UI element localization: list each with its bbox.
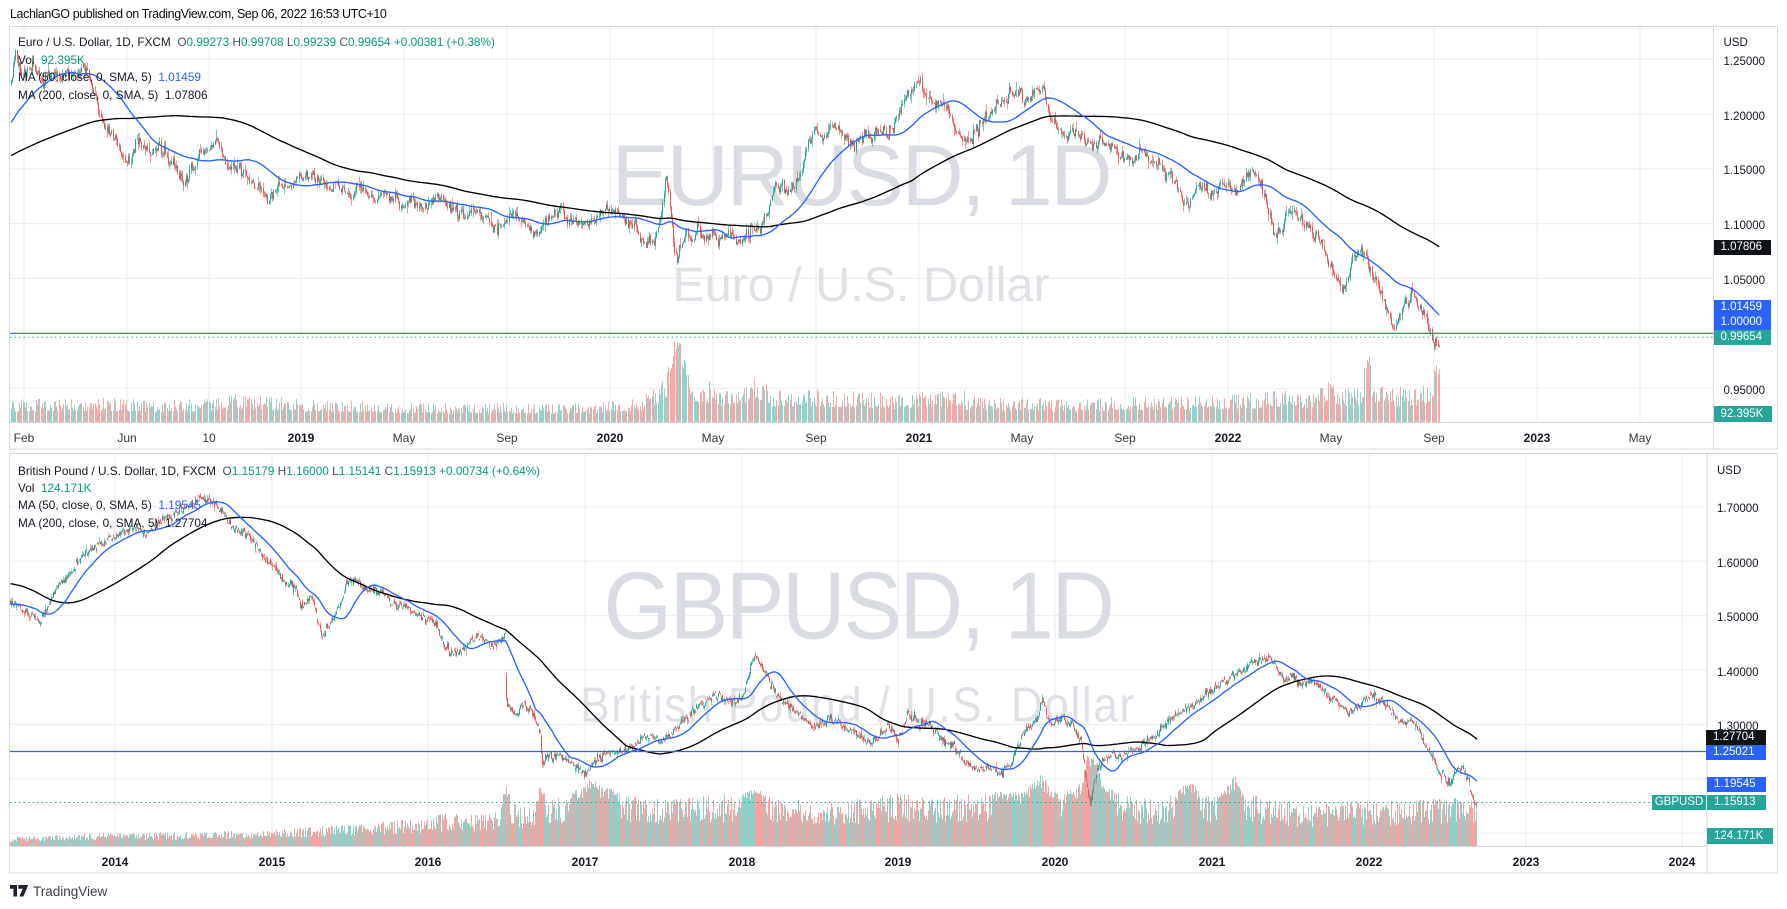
svg-text:British Pound / U.S. Dollar: British Pound / U.S. Dollar (580, 677, 1136, 732)
svg-text:EURUSD, 1D: EURUSD, 1D (612, 128, 1111, 224)
svg-text:GBPUSD, 1D: GBPUSD, 1D (604, 553, 1113, 659)
svg-text:Euro / U.S. Dollar: Euro / U.S. Dollar (672, 258, 1049, 312)
